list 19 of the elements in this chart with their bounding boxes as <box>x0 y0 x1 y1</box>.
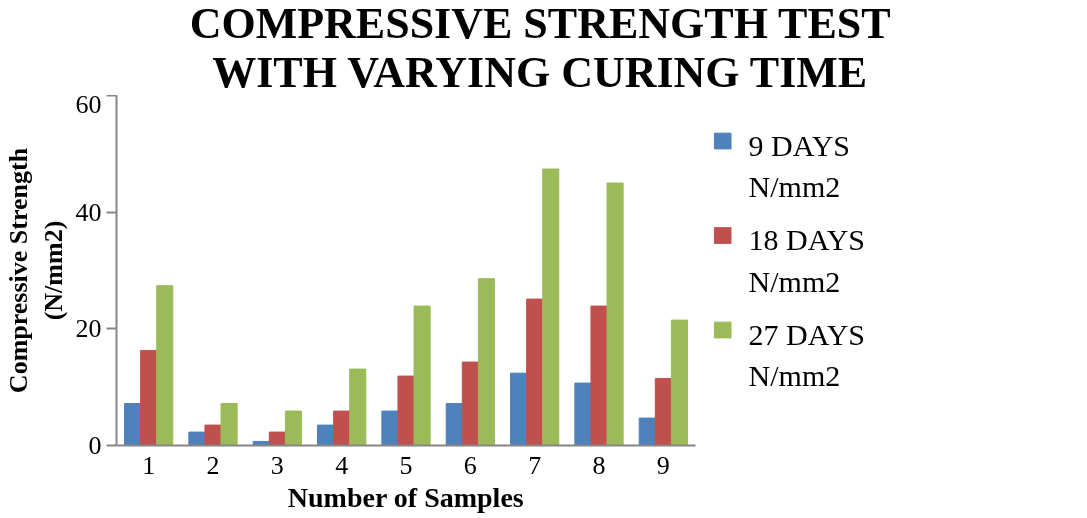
y-tick-label: 20 <box>75 314 102 344</box>
x-tick-label: 1 <box>142 450 156 480</box>
x-tick-label: 6 <box>463 450 477 480</box>
x-tick-label: 2 <box>206 450 220 480</box>
legend-label: 27 DAYS N/mm2 <box>748 317 866 392</box>
x-tick-label: 7 <box>528 450 542 480</box>
x-tick-label: 5 <box>399 450 413 480</box>
y-axis-title: Compressive Strength (N/mm2) <box>3 147 68 394</box>
y-tick-label: 40 <box>75 197 102 227</box>
chart-title: COMPRESSIVE STRENGTH TEST WITH VARYING CURING TIME <box>189 0 891 97</box>
legend-label: 9 DAYS N/mm2 <box>748 128 851 203</box>
x-tick-label: 4 <box>335 450 349 480</box>
y-tick-label: 0 <box>88 431 102 460</box>
y-tick-label: 60 <box>75 89 102 119</box>
legend-label: 18 DAYS N/mm2 <box>748 223 866 298</box>
x-tick-label: 8 <box>592 450 606 480</box>
x-tick-label: 3 <box>270 450 284 480</box>
x-axis-title: Number of Samples <box>287 481 524 513</box>
x-tick-label: 9 <box>656 450 670 480</box>
